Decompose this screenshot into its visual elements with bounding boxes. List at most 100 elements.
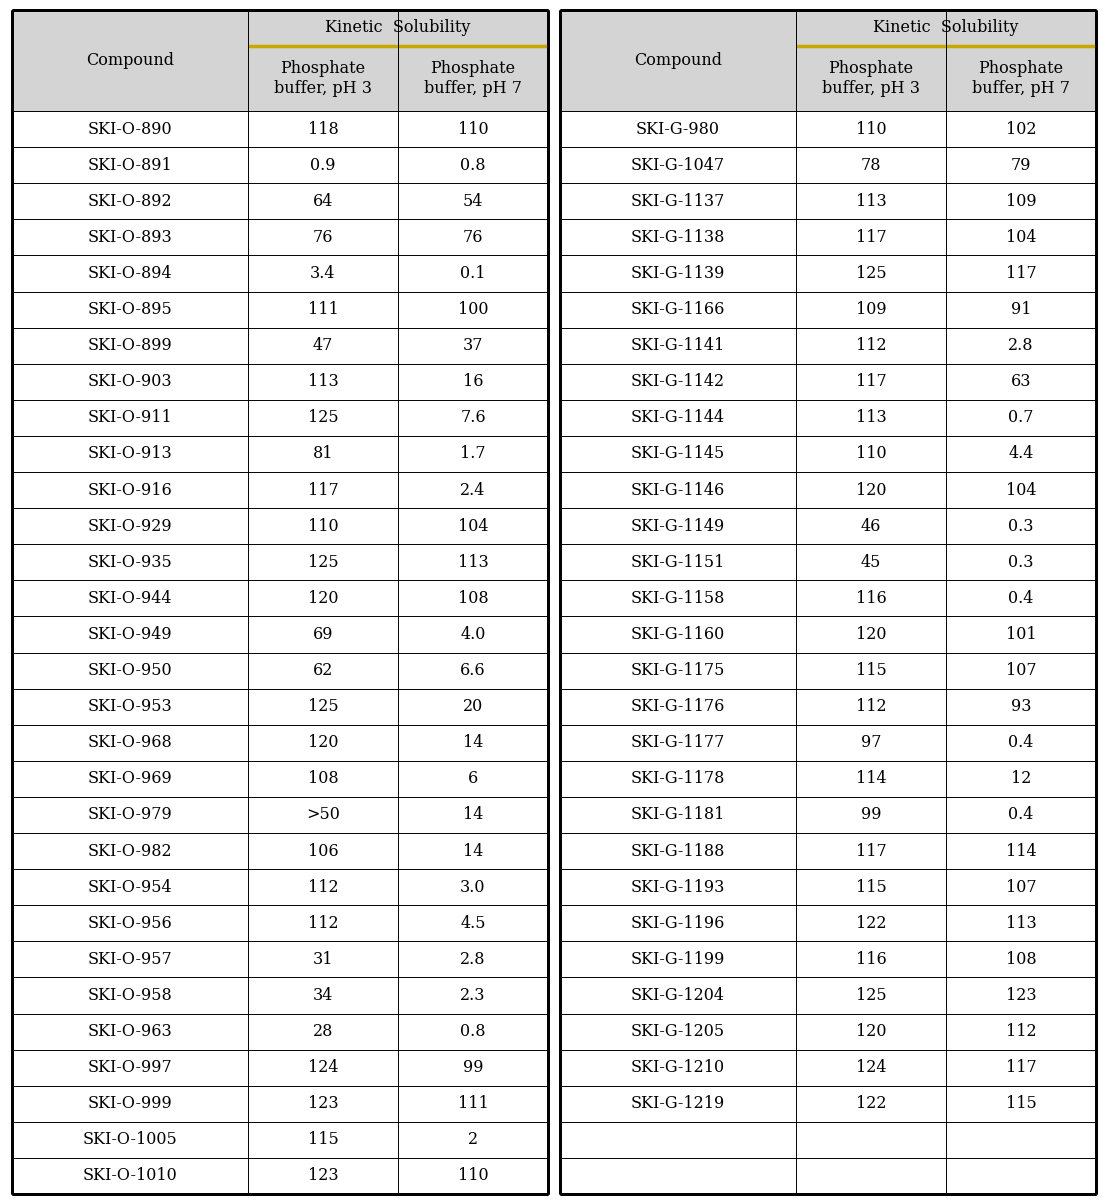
Text: 117: 117: [308, 482, 338, 498]
Text: 110: 110: [855, 445, 886, 462]
Text: 7.6: 7.6: [460, 409, 485, 426]
Text: 78: 78: [861, 157, 881, 173]
Text: 107: 107: [1006, 662, 1036, 679]
Text: Kinetic  Solubility: Kinetic Solubility: [873, 19, 1018, 36]
Text: 122: 122: [855, 1096, 886, 1112]
Text: 47: 47: [312, 337, 334, 354]
Text: SKI-G-1139: SKI-G-1139: [630, 265, 725, 282]
Text: SKI-O-891: SKI-O-891: [88, 157, 173, 173]
Text: 0.4: 0.4: [1008, 807, 1034, 824]
Text: SKI-O-893: SKI-O-893: [88, 229, 173, 246]
Text: SKI-O-969: SKI-O-969: [88, 771, 173, 787]
Text: 63: 63: [1010, 373, 1032, 390]
Text: 110: 110: [308, 518, 338, 535]
Text: 125: 125: [855, 265, 886, 282]
Text: 125: 125: [308, 409, 338, 426]
Text: 1.7: 1.7: [460, 445, 485, 462]
Text: 113: 113: [855, 409, 886, 426]
Text: 2.8: 2.8: [460, 951, 485, 968]
Text: 69: 69: [312, 626, 334, 643]
Bar: [12, 10, 548, 1194]
Text: 122: 122: [855, 915, 886, 932]
Text: Compound: Compound: [86, 52, 174, 69]
Text: SKI-O-903: SKI-O-903: [88, 373, 172, 390]
Text: SKI-O-954: SKI-O-954: [88, 879, 172, 896]
Text: Phosphate
buffer, pH 3: Phosphate buffer, pH 3: [822, 60, 920, 96]
Bar: [12, 10, 548, 111]
Text: 124: 124: [855, 1060, 886, 1076]
Text: SKI-O-911: SKI-O-911: [88, 409, 173, 426]
Text: 0.4: 0.4: [1008, 734, 1034, 751]
Text: SKI-G-1204: SKI-G-1204: [630, 987, 725, 1004]
Text: 6.6: 6.6: [460, 662, 485, 679]
Text: 76: 76: [312, 229, 334, 246]
Text: 124: 124: [308, 1060, 338, 1076]
Text: SKI-O-1005: SKI-O-1005: [82, 1132, 177, 1149]
Text: 100: 100: [458, 301, 489, 318]
Text: 112: 112: [855, 337, 886, 354]
Text: 111: 111: [308, 301, 338, 318]
Text: 123: 123: [308, 1096, 338, 1112]
Text: 79: 79: [1010, 157, 1032, 173]
Text: 37: 37: [463, 337, 483, 354]
Text: 64: 64: [312, 193, 334, 209]
Text: 0.1: 0.1: [460, 265, 485, 282]
Text: 81: 81: [312, 445, 334, 462]
Text: 120: 120: [308, 734, 338, 751]
Text: SKI-O-982: SKI-O-982: [88, 843, 172, 860]
Text: SKI-O-958: SKI-O-958: [88, 987, 173, 1004]
Text: 14: 14: [463, 807, 483, 824]
Text: 0.3: 0.3: [1008, 554, 1034, 571]
Text: 0.3: 0.3: [1008, 518, 1034, 535]
Text: Phosphate
buffer, pH 7: Phosphate buffer, pH 7: [972, 60, 1070, 96]
Text: 117: 117: [1006, 265, 1036, 282]
Text: 118: 118: [308, 120, 338, 137]
Text: SKI-G-1196: SKI-G-1196: [630, 915, 725, 932]
Text: 14: 14: [463, 734, 483, 751]
Text: 108: 108: [458, 590, 489, 607]
Text: 0.8: 0.8: [460, 1023, 485, 1040]
Text: 16: 16: [463, 373, 483, 390]
Text: SKI-G-980: SKI-G-980: [636, 120, 720, 137]
Text: SKI-G-1142: SKI-G-1142: [630, 373, 725, 390]
Text: SKI-O-968: SKI-O-968: [88, 734, 173, 751]
Text: SKI-G-1151: SKI-G-1151: [630, 554, 725, 571]
Text: SKI-O-949: SKI-O-949: [88, 626, 172, 643]
Text: SKI-O-997: SKI-O-997: [88, 1060, 173, 1076]
Text: SKI-G-1175: SKI-G-1175: [630, 662, 725, 679]
Text: 62: 62: [312, 662, 334, 679]
Text: 12: 12: [1010, 771, 1032, 787]
Text: 104: 104: [1006, 482, 1036, 498]
Text: SKI-G-1188: SKI-G-1188: [630, 843, 725, 860]
Text: 113: 113: [458, 554, 489, 571]
Text: SKI-O-894: SKI-O-894: [88, 265, 172, 282]
Text: SKI-G-1137: SKI-G-1137: [630, 193, 725, 209]
Text: SKI-O-1010: SKI-O-1010: [82, 1168, 177, 1185]
Text: 2.3: 2.3: [460, 987, 485, 1004]
Text: 125: 125: [308, 698, 338, 715]
Text: Kinetic  Solubility: Kinetic Solubility: [326, 19, 471, 36]
Text: 117: 117: [855, 843, 886, 860]
Text: 120: 120: [855, 1023, 886, 1040]
Text: 102: 102: [1006, 120, 1036, 137]
Text: 112: 112: [1006, 1023, 1036, 1040]
Text: SKI-O-916: SKI-O-916: [88, 482, 173, 498]
Text: 116: 116: [855, 951, 886, 968]
Text: 2: 2: [468, 1132, 478, 1149]
Text: Phosphate
buffer, pH 7: Phosphate buffer, pH 7: [424, 60, 522, 96]
Text: 117: 117: [855, 229, 886, 246]
Text: 115: 115: [855, 662, 886, 679]
Text: SKI-O-890: SKI-O-890: [88, 120, 172, 137]
Text: SKI-O-999: SKI-O-999: [88, 1096, 173, 1112]
Bar: [560, 10, 1096, 111]
Text: 99: 99: [861, 807, 881, 824]
Text: 110: 110: [855, 120, 886, 137]
Text: 2.4: 2.4: [460, 482, 485, 498]
Text: 115: 115: [855, 879, 886, 896]
Text: SKI-G-1144: SKI-G-1144: [630, 409, 725, 426]
Text: SKI-O-957: SKI-O-957: [88, 951, 173, 968]
Text: 114: 114: [1006, 843, 1036, 860]
Text: 14: 14: [463, 843, 483, 860]
Text: SKI-O-892: SKI-O-892: [88, 193, 172, 209]
Text: 116: 116: [855, 590, 886, 607]
